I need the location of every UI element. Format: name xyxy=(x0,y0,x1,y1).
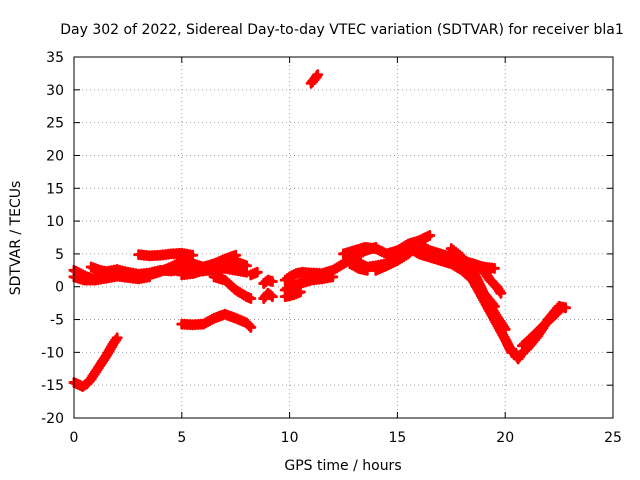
series-arc-14 xyxy=(279,271,339,296)
series-arc-17 xyxy=(338,230,436,260)
data-point-markers xyxy=(279,271,339,296)
data-point-markers xyxy=(258,274,278,289)
data-point-markers xyxy=(516,307,563,352)
y-tick-label: -10 xyxy=(41,345,64,361)
x-axis-label: GPS time / hours xyxy=(284,458,401,474)
y-tick-labels: 35 30 25 20 15 10 5 0 -5 -10 -15 -20 xyxy=(41,50,64,427)
data-point-markers xyxy=(68,332,123,392)
series-arc-8 xyxy=(208,271,257,305)
x-tick-label: 0 xyxy=(70,430,79,446)
data-point-markers xyxy=(456,261,518,358)
y-axis-label: SDTVAR / TECUs xyxy=(8,181,24,296)
series-arc-10 xyxy=(245,266,263,281)
data-point-markers xyxy=(305,69,324,89)
series-arc-11 xyxy=(258,287,278,305)
y-tick-label: 20 xyxy=(46,148,64,164)
y-tick-label: -5 xyxy=(50,313,64,329)
axis-ticks xyxy=(73,56,614,419)
series-arc-26 xyxy=(516,307,563,352)
x-tick-label: 5 xyxy=(177,430,186,446)
x-tick-label: 15 xyxy=(388,430,406,446)
data-point-markers xyxy=(279,286,306,303)
data-point-markers xyxy=(176,256,252,281)
series-arc-1 xyxy=(68,332,123,392)
y-tick-label: -15 xyxy=(41,378,64,394)
y-tick-label: 10 xyxy=(46,214,64,230)
y-tick-label: 0 xyxy=(55,280,64,296)
data-point-markers xyxy=(467,258,507,299)
series-arc-15 xyxy=(279,286,306,303)
series-arc-23 xyxy=(456,261,518,358)
series-arc-7 xyxy=(176,256,252,281)
x-tick-label: 20 xyxy=(496,430,514,446)
series-arc-9 xyxy=(176,308,257,333)
x-tick-labels: 0 5 10 15 20 25 xyxy=(70,430,622,446)
data-point-markers xyxy=(208,271,257,305)
data-point-markers xyxy=(245,266,263,281)
grid-lines xyxy=(74,57,613,418)
plot-frame xyxy=(73,56,614,419)
series-arc-4 xyxy=(85,261,123,278)
data-series xyxy=(68,69,572,392)
y-tick-label: 30 xyxy=(46,83,64,99)
data-point-markers xyxy=(85,261,123,278)
y-tick-label: 35 xyxy=(46,50,64,66)
series-arc-12 xyxy=(258,274,278,289)
y-tick-label: 25 xyxy=(46,116,64,132)
series-arc-16 xyxy=(305,69,324,89)
x-tick-label: 25 xyxy=(604,430,622,446)
chart-title: Day 302 of 2022, Sidereal Day-to-day VTE… xyxy=(60,22,623,38)
series-arc-24 xyxy=(467,258,507,299)
series-arc-5 xyxy=(133,247,199,262)
data-point-markers xyxy=(133,247,199,262)
y-tick-label: -20 xyxy=(41,411,64,427)
y-tick-label: 5 xyxy=(55,247,64,263)
x-tick-label: 10 xyxy=(281,430,299,446)
y-tick-label: 15 xyxy=(46,181,64,197)
data-point-markers xyxy=(338,230,436,260)
data-point-markers xyxy=(258,287,278,305)
data-point-markers xyxy=(176,308,257,333)
